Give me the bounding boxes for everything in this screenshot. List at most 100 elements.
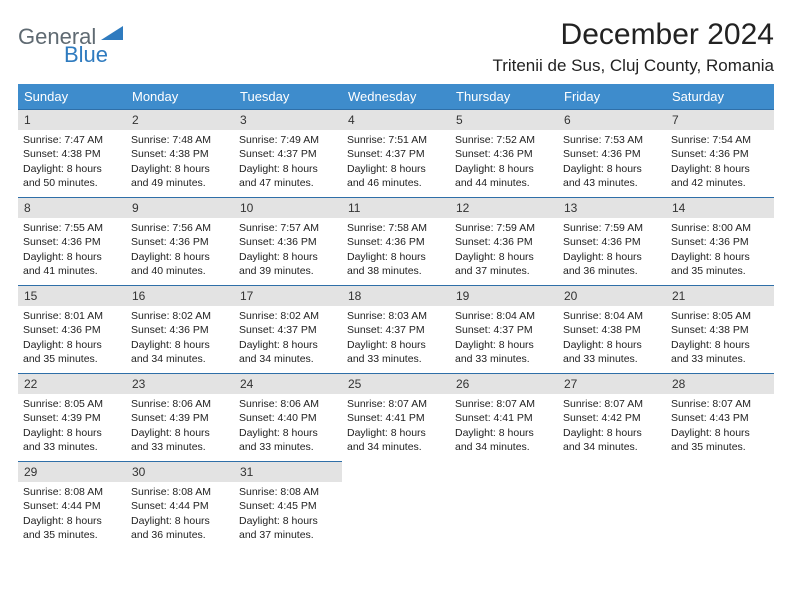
daylight-text: Daylight: 8 hours and 34 minutes. — [347, 426, 445, 454]
sunrise-text: Sunrise: 7:52 AM — [455, 133, 553, 147]
daylight-text: Daylight: 8 hours and 43 minutes. — [563, 162, 661, 190]
day-number: 12 — [450, 197, 558, 218]
sunset-text: Sunset: 4:36 PM — [455, 235, 553, 249]
sunrise-text: Sunrise: 8:06 AM — [239, 397, 337, 411]
sunset-text: Sunset: 4:44 PM — [23, 499, 121, 513]
day-number: 5 — [450, 109, 558, 130]
sunrise-text: Sunrise: 7:51 AM — [347, 133, 445, 147]
sunset-text: Sunset: 4:39 PM — [131, 411, 229, 425]
sunset-text: Sunset: 4:36 PM — [455, 147, 553, 161]
sunset-text: Sunset: 4:40 PM — [239, 411, 337, 425]
daylight-text: Daylight: 8 hours and 33 minutes. — [131, 426, 229, 454]
day-number: 9 — [126, 197, 234, 218]
day-cell: 29Sunrise: 8:08 AMSunset: 4:44 PMDayligh… — [18, 461, 126, 549]
sunrise-text: Sunrise: 8:00 AM — [671, 221, 769, 235]
sunrise-text: Sunrise: 8:07 AM — [455, 397, 553, 411]
day-cell: 4Sunrise: 7:51 AMSunset: 4:37 PMDaylight… — [342, 109, 450, 197]
daylight-text: Daylight: 8 hours and 34 minutes. — [131, 338, 229, 366]
sunset-text: Sunset: 4:43 PM — [671, 411, 769, 425]
daylight-text: Daylight: 8 hours and 37 minutes. — [239, 514, 337, 542]
day-number: 23 — [126, 373, 234, 394]
sunset-text: Sunset: 4:37 PM — [347, 147, 445, 161]
calendar-grid: SundayMondayTuesdayWednesdayThursdayFrid… — [18, 84, 774, 549]
day-number: 6 — [558, 109, 666, 130]
daylight-text: Daylight: 8 hours and 47 minutes. — [239, 162, 337, 190]
day-number: 2 — [126, 109, 234, 130]
day-number: 29 — [18, 461, 126, 482]
day-cell: 20Sunrise: 8:04 AMSunset: 4:38 PMDayligh… — [558, 285, 666, 373]
sunset-text: Sunset: 4:41 PM — [347, 411, 445, 425]
day-cell: 6 Sunrise: 7:53 AMSunset: 4:36 PMDaylight… — [558, 109, 666, 197]
day-number: 19 — [450, 285, 558, 306]
day-number: 30 — [126, 461, 234, 482]
day-number: 11 — [342, 197, 450, 218]
page-title: December 2024 — [492, 18, 774, 52]
day-cell: 21Sunrise: 8:05 AMSunset: 4:38 PMDayligh… — [666, 285, 774, 373]
sunrise-text: Sunrise: 7:56 AM — [131, 221, 229, 235]
daylight-text: Daylight: 8 hours and 41 minutes. — [23, 250, 121, 278]
daylight-text: Daylight: 8 hours and 33 minutes. — [23, 426, 121, 454]
sunrise-text: Sunrise: 8:08 AM — [131, 485, 229, 499]
sunrise-text: Sunrise: 8:05 AM — [23, 397, 121, 411]
sunrise-text: Sunrise: 8:07 AM — [347, 397, 445, 411]
daylight-text: Daylight: 8 hours and 33 minutes. — [347, 338, 445, 366]
day-number: 1 — [18, 109, 126, 130]
daylight-text: Daylight: 8 hours and 34 minutes. — [563, 426, 661, 454]
day-number: 26 — [450, 373, 558, 394]
sunset-text: Sunset: 4:37 PM — [239, 323, 337, 337]
sunset-text: Sunset: 4:37 PM — [239, 147, 337, 161]
sunrise-text: Sunrise: 8:04 AM — [563, 309, 661, 323]
sunset-text: Sunset: 4:37 PM — [347, 323, 445, 337]
day-cell: 17Sunrise: 8:02 AMSunset: 4:37 PMDayligh… — [234, 285, 342, 373]
day-cell: 26Sunrise: 8:07 AMSunset: 4:41 PMDayligh… — [450, 373, 558, 461]
day-number: 21 — [666, 285, 774, 306]
daylight-text: Daylight: 8 hours and 40 minutes. — [131, 250, 229, 278]
sunrise-text: Sunrise: 8:08 AM — [239, 485, 337, 499]
sunset-text: Sunset: 4:37 PM — [455, 323, 553, 337]
daylight-text: Daylight: 8 hours and 37 minutes. — [455, 250, 553, 278]
sunset-text: Sunset: 4:45 PM — [239, 499, 337, 513]
day-number: 24 — [234, 373, 342, 394]
daylight-text: Daylight: 8 hours and 35 minutes. — [671, 426, 769, 454]
daylight-text: Daylight: 8 hours and 33 minutes. — [563, 338, 661, 366]
sunrise-text: Sunrise: 7:59 AM — [563, 221, 661, 235]
daylight-text: Daylight: 8 hours and 34 minutes. — [455, 426, 553, 454]
sunset-text: Sunset: 4:36 PM — [563, 235, 661, 249]
daylight-text: Daylight: 8 hours and 38 minutes. — [347, 250, 445, 278]
sunrise-text: Sunrise: 8:07 AM — [671, 397, 769, 411]
sunrise-text: Sunrise: 8:03 AM — [347, 309, 445, 323]
day-cell: 5Sunrise: 7:52 AMSunset: 4:36 PMDaylight… — [450, 109, 558, 197]
sunset-text: Sunset: 4:38 PM — [23, 147, 121, 161]
day-cell: 9Sunrise: 7:56 AMSunset: 4:36 PMDaylight… — [126, 197, 234, 285]
sunrise-text: Sunrise: 7:57 AM — [239, 221, 337, 235]
day-number: 8 — [18, 197, 126, 218]
day-cell: 1Sunrise: 7:47 AMSunset: 4:38 PMDaylight… — [18, 109, 126, 197]
day-cell: 3Sunrise: 7:49 AMSunset: 4:37 PMDaylight… — [234, 109, 342, 197]
sunrise-text: Sunrise: 7:55 AM — [23, 221, 121, 235]
daylight-text: Daylight: 8 hours and 35 minutes. — [23, 338, 121, 366]
header: General Blue December 2024 Tritenii de S… — [18, 18, 774, 76]
sunset-text: Sunset: 4:42 PM — [563, 411, 661, 425]
daylight-text: Daylight: 8 hours and 36 minutes. — [563, 250, 661, 278]
sunset-text: Sunset: 4:36 PM — [563, 147, 661, 161]
daylight-text: Daylight: 8 hours and 50 minutes. — [23, 162, 121, 190]
sunset-text: Sunset: 4:38 PM — [671, 323, 769, 337]
sunrise-text: Sunrise: 7:59 AM — [455, 221, 553, 235]
day-cell: 27Sunrise: 8:07 AMSunset: 4:42 PMDayligh… — [558, 373, 666, 461]
daylight-text: Daylight: 8 hours and 49 minutes. — [131, 162, 229, 190]
day-cell: 23Sunrise: 8:06 AMSunset: 4:39 PMDayligh… — [126, 373, 234, 461]
sunrise-text: Sunrise: 7:53 AM — [563, 133, 661, 147]
day-number: 25 — [342, 373, 450, 394]
day-number: 7 — [666, 109, 774, 130]
sunrise-text: Sunrise: 8:01 AM — [23, 309, 121, 323]
weekday-header: Tuesday — [234, 84, 342, 109]
logo-text-blue: Blue — [64, 42, 108, 67]
daylight-text: Daylight: 8 hours and 39 minutes. — [239, 250, 337, 278]
day-cell: 19Sunrise: 8:04 AMSunset: 4:37 PMDayligh… — [450, 285, 558, 373]
daylight-text: Daylight: 8 hours and 42 minutes. — [671, 162, 769, 190]
weekday-header: Monday — [126, 84, 234, 109]
day-cell: 16Sunrise: 8:02 AMSunset: 4:36 PMDayligh… — [126, 285, 234, 373]
weekday-header: Friday — [558, 84, 666, 109]
sunrise-text: Sunrise: 8:05 AM — [671, 309, 769, 323]
day-cell: 24Sunrise: 8:06 AMSunset: 4:40 PMDayligh… — [234, 373, 342, 461]
